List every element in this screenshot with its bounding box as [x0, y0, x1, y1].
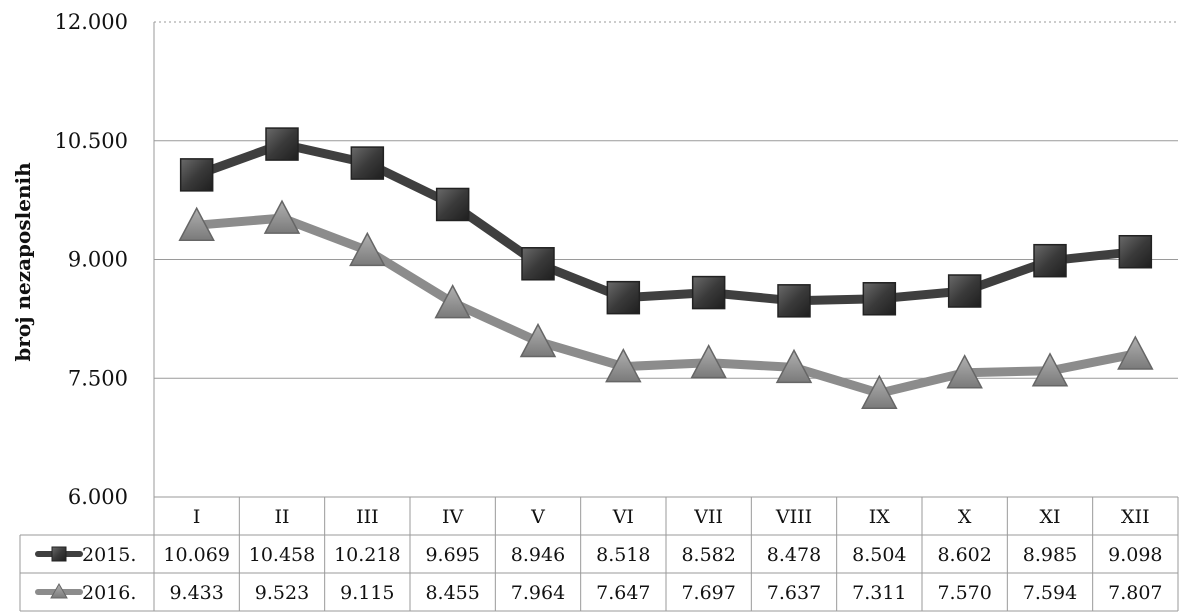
category-label: XII: [1121, 506, 1150, 528]
data-point: [1117, 335, 1154, 370]
data-label: 7.311: [852, 582, 906, 604]
data-point: [263, 199, 301, 234]
y-tick-label: 10.500: [55, 129, 128, 153]
y-axis-title: broj nezaposlenih: [11, 162, 35, 362]
data-label: 9.523: [255, 582, 309, 604]
y-tick-label: 7.500: [68, 366, 128, 390]
legend-label: 2016.: [82, 582, 136, 604]
data-label: 7.637: [767, 582, 821, 604]
series-line-2016: [192, 213, 1140, 398]
data-point: [862, 282, 897, 316]
data-point: [691, 275, 726, 310]
data-label: 10.218: [334, 544, 400, 566]
data-label: 8.582: [681, 544, 735, 566]
data-label: 10.069: [163, 544, 229, 566]
data-point: [1031, 352, 1069, 387]
data-point: [777, 284, 811, 318]
data-point: [521, 247, 555, 281]
data-label: 7.594: [1023, 582, 1077, 604]
data-point: [946, 354, 983, 389]
data-point: [519, 322, 557, 358]
data-label: 9.115: [340, 582, 394, 604]
data-label: 7.697: [681, 582, 735, 604]
legend-marker: [50, 582, 68, 599]
data-point: [606, 280, 641, 315]
data-label: 7.964: [511, 582, 565, 604]
y-tick-label: 6.000: [68, 485, 128, 509]
data-point: [605, 348, 642, 383]
category-label: VI: [612, 506, 634, 528]
data-label: 9.695: [425, 544, 479, 566]
y-axis: 6.000 7.500 9.000 10.500 12.000: [55, 10, 155, 509]
data-point: [435, 187, 470, 222]
data-point: [1033, 243, 1067, 278]
legend-label: 2015.: [82, 544, 136, 566]
data-label: 8.455: [425, 582, 479, 604]
data-point: [775, 348, 813, 384]
data-point: [690, 344, 727, 379]
data-label: 8.985: [1023, 544, 1077, 566]
gridlines: [154, 21, 1178, 379]
category-label: III: [356, 506, 379, 528]
category-label: IV: [442, 506, 464, 528]
series-layer: [178, 127, 1154, 409]
data-point: [265, 127, 299, 161]
data-label: 8.946: [511, 544, 565, 566]
category-label: I: [193, 506, 201, 528]
data-point: [434, 284, 471, 319]
data-point: [861, 374, 898, 409]
data-label: 10.458: [249, 544, 315, 566]
data-label: 8.504: [852, 544, 906, 566]
category-label: IX: [869, 506, 891, 528]
series-line-2015: [192, 139, 1140, 306]
data-point: [350, 146, 385, 180]
data-point: [1118, 234, 1153, 269]
category-label: X: [958, 506, 972, 528]
data-label: 7.570: [937, 582, 991, 604]
category-label: VII: [693, 506, 723, 528]
category-label: XI: [1039, 506, 1060, 528]
data-label: 8.518: [596, 544, 650, 566]
y-tick-label: 12.000: [55, 10, 128, 34]
data-label: 7.807: [1108, 582, 1162, 604]
data-label: 9.098: [1108, 544, 1162, 566]
data-point: [178, 206, 215, 241]
category-label: V: [530, 506, 545, 528]
data-label: 7.647: [596, 582, 650, 604]
legend-marker: [51, 546, 67, 562]
category-label: VIII: [775, 506, 812, 528]
data-label: 8.602: [937, 544, 991, 566]
y-tick-label: 9.000: [68, 248, 128, 272]
data-point: [349, 231, 386, 267]
data-label: 8.478: [767, 544, 821, 566]
data-point: [179, 158, 214, 192]
data-label: 9.433: [169, 582, 223, 604]
data-point: [947, 274, 982, 308]
category-label: II: [274, 506, 289, 528]
